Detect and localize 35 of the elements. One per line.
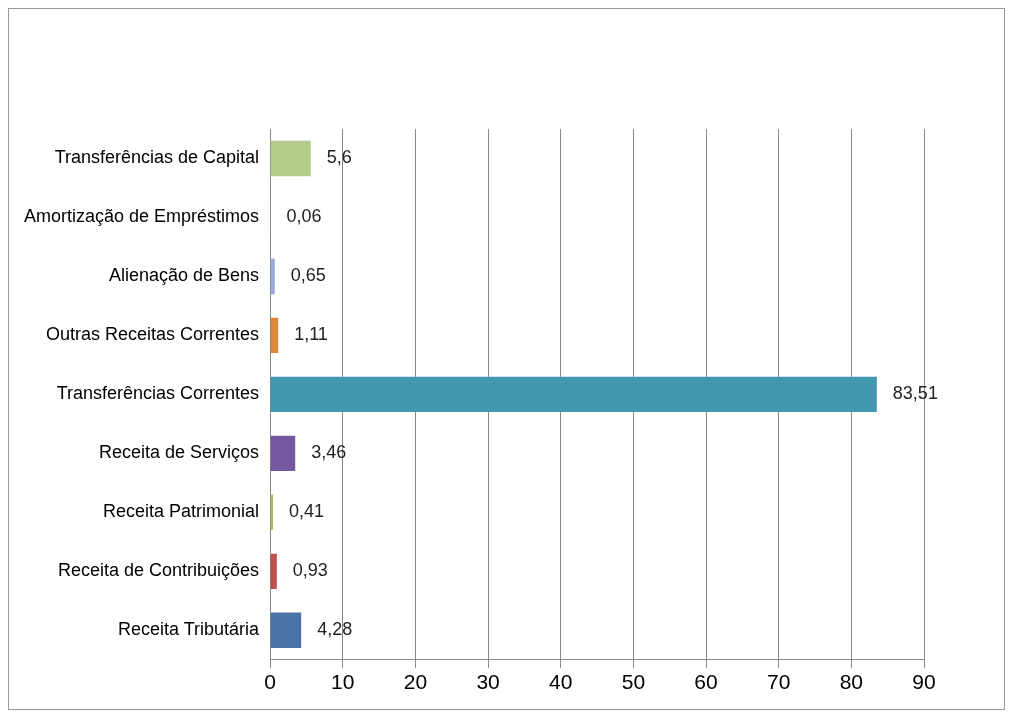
y-tick-label: Alienação de Bens [108,265,260,286]
data-label: 1,11 [294,324,328,345]
y-tick-label: Outras Receitas Correntes [45,324,260,345]
y-tick-label: Transferências de Capital [54,147,260,168]
x-tick-label: 20 [403,670,428,694]
y-tick-label: Amortização de Empréstimos [23,206,260,227]
y-tick-label: Receita de Serviços [99,442,260,463]
x-tick-label: 60 [694,670,718,694]
x-tick-label: 90 [912,670,936,694]
data-label: 4,28 [317,619,353,640]
data-label: 0,06 [286,206,322,227]
x-tick-label: 70 [767,670,791,694]
bar [270,258,275,295]
data-label: 0,65 [290,265,326,286]
bar [270,612,302,648]
data-label: 5,6 [326,147,352,168]
x-tick-label: 80 [839,670,864,694]
bar [270,317,279,354]
data-label: 83,51 [892,383,938,404]
x-tick-label: 40 [549,670,573,694]
y-tick-label: Transferências Correntes [56,383,260,404]
x-tick-label: 50 [621,670,646,694]
bar [270,140,311,177]
data-label: 0,93 [292,560,328,581]
x-tick-label: 0 [264,670,276,694]
bar [270,376,877,413]
y-tick-label: Receita Patrimonial [103,501,260,522]
x-tick-label: 30 [476,670,500,694]
data-label: 0,41 [289,501,325,522]
x-tick-label: 10 [331,670,355,694]
y-tick-label: Receita Tributária [118,619,261,640]
bar [270,435,296,472]
bar [270,553,277,590]
y-tick-label: Receita de Contribuições [57,560,260,581]
data-label: 3,46 [311,442,347,463]
